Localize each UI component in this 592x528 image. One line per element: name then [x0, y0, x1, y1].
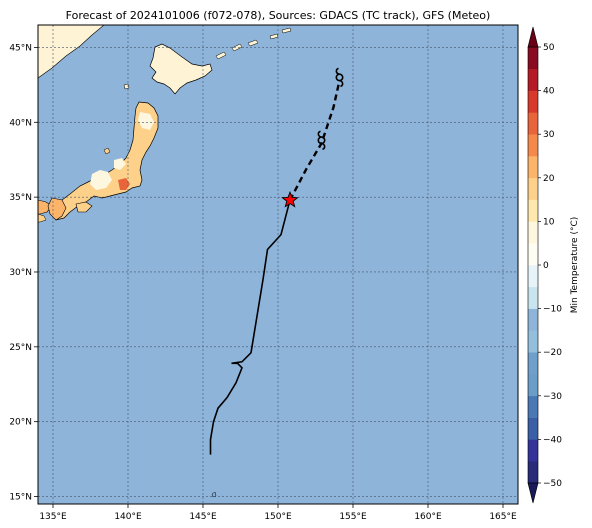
lat-tick-label: 40°N [9, 118, 32, 128]
colorbar-title: Min Temperature (°C) [570, 217, 580, 314]
colorbar-level [528, 439, 538, 462]
mountain-patch-center2 [114, 158, 126, 170]
colorbar-tick-label: 40 [543, 87, 555, 97]
latitude-axis: 15°N 20°N 25°N 30°N 35°N 40°N 45°N [9, 43, 38, 503]
colorbar-level [528, 265, 538, 288]
colorbar-level [528, 461, 538, 484]
land-kuril-5 [281, 27, 292, 34]
mountain-patch-central [90, 170, 112, 190]
land-shikoku [75, 201, 93, 213]
colorbar-level [528, 156, 538, 179]
colorbar-tick-label: 0 [543, 261, 549, 271]
colorbar-level [528, 199, 538, 222]
colorbar-tick-label: 10 [543, 217, 555, 227]
colorbar-tick-label: −10 [543, 305, 562, 315]
colorbar-level [528, 221, 538, 244]
lat-tick-label: 35°N [9, 193, 32, 203]
longitude-axis: 135°E 140°E 145°E 150°E 155°E 160°E 165°E [39, 504, 517, 522]
land-island-south [211, 491, 217, 498]
ocean-area [38, 25, 518, 504]
colorbar-over-arrow [527, 26, 539, 48]
land-kuril-2 [231, 43, 243, 52]
colorbar-tick-label: 30 [543, 130, 555, 140]
colorbar-level [528, 90, 538, 113]
lat-tick-label: 20°N [9, 418, 32, 428]
gridlines [38, 25, 518, 504]
lon-tick-label: 150°E [264, 512, 292, 522]
land-kyushu [47, 197, 67, 221]
land-layer [38, 25, 292, 498]
lon-tick-label: 155°E [339, 512, 367, 522]
figure-title: Forecast of 2024101006 (f072-078), Sourc… [66, 9, 491, 22]
lat-tick-label: 30°N [9, 268, 32, 278]
colorbar-level [528, 47, 538, 70]
colorbar-tick-label: −30 [543, 392, 562, 402]
colorbar-level [528, 352, 538, 375]
colorbar-under-arrow [527, 482, 539, 504]
colorbar-level [528, 177, 538, 200]
tc-track [209, 67, 344, 455]
lon-tick-label: 140°E [114, 512, 142, 522]
cyclone-symbol-icon [317, 130, 326, 151]
cyclone-symbol-icon [335, 67, 344, 88]
colorbar-level [528, 112, 538, 135]
current-position-star-icon [281, 190, 299, 208]
land-sado [103, 147, 111, 155]
warm-patch-kanto [118, 178, 130, 190]
map-panel [37, 24, 519, 505]
colorbar-level [528, 374, 538, 397]
lon-tick-label: 165°E [489, 512, 517, 522]
colorbar-level [528, 68, 538, 91]
colorbar-tick-label: 50 [543, 43, 555, 53]
lon-tick-label: 160°E [414, 512, 442, 522]
colorbar-level [528, 134, 538, 157]
lat-tick-label: 15°N [9, 493, 32, 503]
lat-tick-label: 45°N [9, 43, 32, 53]
colorbar-tick-label: −20 [543, 348, 562, 358]
land-korea-south [38, 213, 47, 223]
land-korea [38, 199, 53, 215]
colorbar-level [528, 308, 538, 331]
colorbar-tick-label: 20 [543, 174, 555, 184]
colorbar: −50 −40 −30 −20 −10 0 10 20 30 40 50 [527, 26, 562, 504]
lon-tick-label: 135°E [39, 512, 67, 522]
colorbar-level [528, 243, 538, 266]
land-hokkaido [149, 43, 213, 95]
colorbar-level [528, 286, 538, 309]
colorbar-tick-label: −50 [543, 479, 562, 489]
land-kuril-1 [215, 51, 227, 60]
land-kuril-3 [247, 39, 259, 47]
land-mainland-north [38, 25, 105, 79]
colorbar-level [528, 395, 538, 418]
colorbar-level [528, 330, 538, 353]
lon-tick-label: 145°E [189, 512, 217, 522]
colorbar-tick-label: −40 [543, 435, 562, 445]
lat-tick-label: 25°N [9, 343, 32, 353]
mountain-patch-north [138, 112, 154, 130]
colorbar-level [528, 417, 538, 440]
track-observed-line [209, 199, 291, 455]
